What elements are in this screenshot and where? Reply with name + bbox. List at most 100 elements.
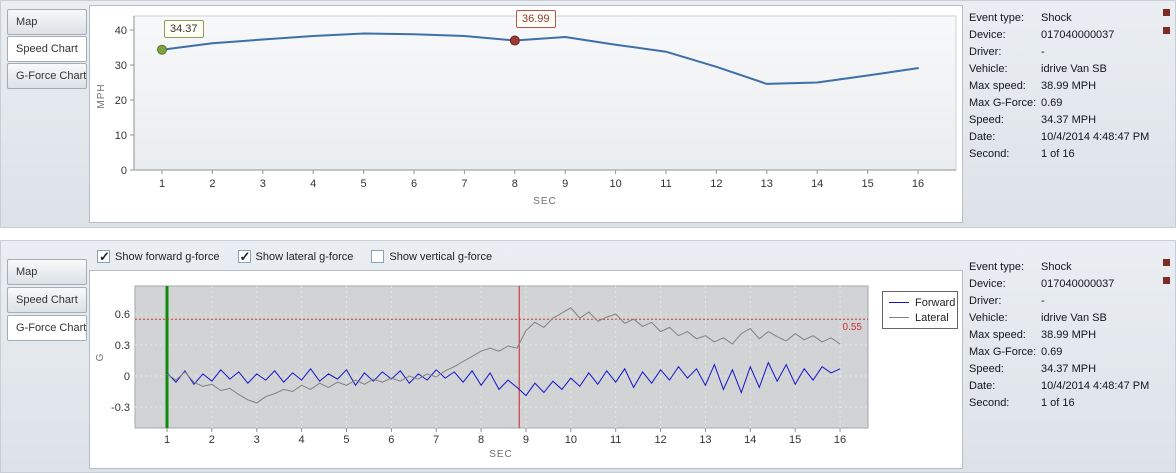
x-tick-label: 8 xyxy=(478,434,484,446)
checkbox-show-vertical-gforce[interactable]: Show vertical g-force xyxy=(371,250,492,263)
x-tick-label: 9 xyxy=(562,178,568,190)
tab-gforce-chart[interactable]: G-Force Chart xyxy=(7,63,87,89)
y-axis-title: G xyxy=(95,353,106,362)
x-tick-label: 14 xyxy=(744,434,756,446)
checkbox-show-lateral-gforce[interactable]: Show lateral g-force xyxy=(237,249,354,265)
y-tick-label: 0.3 xyxy=(115,340,130,352)
x-tick-label: 12 xyxy=(654,434,666,446)
info-label: Date: xyxy=(969,130,996,143)
y-tick-label: 0.6 xyxy=(115,309,130,321)
checkbox-box[interactable] xyxy=(237,249,251,265)
x-tick-label: 2 xyxy=(209,434,215,446)
info-value: 34.37 MPH xyxy=(1041,362,1097,375)
x-tick-label: 1 xyxy=(159,178,165,190)
info-row: Device: 017040000037 xyxy=(969,275,1161,292)
x-tick-label: 15 xyxy=(861,178,873,190)
x-tick-label: 13 xyxy=(699,434,711,446)
info-row: Second: 1 of 16 xyxy=(969,394,1161,411)
tab-gforce-chart[interactable]: G-Force Chart xyxy=(7,315,87,341)
info-value: Shock xyxy=(1041,11,1072,24)
x-tick-label: 12 xyxy=(710,178,722,190)
y-tick-label: 10 xyxy=(115,130,127,142)
info-row: Date: 10/4/2014 4:48:47 PM xyxy=(969,128,1161,145)
info-value: - xyxy=(1041,45,1045,58)
threshold-label: 0.55 xyxy=(843,322,863,333)
y-tick-label: 40 xyxy=(115,25,127,37)
speed-chart-box: 0 10 20 30 40 1 2 3 4 5 6 7 8 9 10 11 12 13 14 15 16 MPH SEC 3… xyxy=(89,5,963,223)
event-info-panel: Event type: Shock Device: 017040000037 Drive… xyxy=(969,258,1161,411)
x-tick-label: 11 xyxy=(660,178,671,190)
info-row: Max speed: 38.99 MPH xyxy=(969,77,1161,94)
red-square-marker xyxy=(1163,259,1170,266)
gforce-display-options: Show forward g-force Show lateral g-forc… xyxy=(97,249,492,265)
info-row: Device: 017040000037 xyxy=(969,26,1161,43)
checkbox-box[interactable] xyxy=(97,249,110,265)
speed-series-line xyxy=(161,32,919,85)
info-value: 017040000037 xyxy=(1041,277,1115,290)
info-row: Driver: - xyxy=(969,292,1161,309)
lateral-line-sample xyxy=(889,317,909,318)
info-row: Vehicle: idrive Van SB xyxy=(969,60,1161,77)
x-tick-label: 8 xyxy=(512,178,518,190)
info-row: Vehicle: idrive Van SB xyxy=(969,309,1161,326)
info-value: 38.99 MPH xyxy=(1041,79,1097,92)
chart-legend: Forward Lateral xyxy=(882,291,958,329)
gforce-chart-box: 1 2 3 4 5 6 7 8 9 10 11 12 13 14 15 16 -0.3 0 0.3 0.6 0.55 G S… xyxy=(89,270,963,469)
x-tick-label: 6 xyxy=(411,178,417,190)
info-row: Max G-Force: 0.69 xyxy=(969,343,1161,360)
red-square-marker xyxy=(1163,277,1170,284)
start-point-marker[interactable] xyxy=(157,44,167,55)
info-label: Driver: xyxy=(969,294,1002,307)
checkbox-show-forward-gforce[interactable]: Show forward g-force xyxy=(97,249,220,265)
forward-line-sample xyxy=(889,302,909,303)
tab-map[interactable]: Map xyxy=(7,259,87,285)
checkbox-label: Show lateral g-force xyxy=(255,250,354,263)
x-tick-label: 16 xyxy=(912,178,924,190)
x-tick-label: 11 xyxy=(610,434,621,446)
info-row: Max G-Force: 0.69 xyxy=(969,94,1161,111)
y-tick-label: 20 xyxy=(115,95,127,107)
x-tick-label: 3 xyxy=(254,434,260,446)
x-axis-title: SEC xyxy=(533,196,557,207)
info-value: 0.69 xyxy=(1041,345,1063,358)
info-label: Max G-Force: xyxy=(969,96,1037,109)
info-label: Max speed: xyxy=(969,328,1026,341)
x-tick-label: 15 xyxy=(789,434,801,446)
x-tick-label: 10 xyxy=(565,434,577,446)
checkbox-label: Show vertical g-force xyxy=(389,250,493,263)
gforce-chart-svg[interactable]: 1 2 3 4 5 6 7 8 9 10 11 12 13 14 15 16-0.300.30.60.55GS… xyxy=(90,271,962,468)
info-value: Shock xyxy=(1041,260,1072,273)
info-label: Event type: xyxy=(969,260,1025,273)
x-tick-label: 7 xyxy=(461,178,467,190)
info-label: Vehicle: xyxy=(969,62,1008,75)
forward-series-line xyxy=(166,361,841,397)
info-value: 017040000037 xyxy=(1041,28,1115,41)
info-value: 1 of 16 xyxy=(1041,396,1075,409)
trigger-speed-tooltip: 36.99 xyxy=(516,10,556,28)
checkbox-box[interactable] xyxy=(371,250,385,263)
info-label: Event type: xyxy=(969,11,1025,24)
x-tick-label: 5 xyxy=(361,178,367,190)
legend-label: Lateral xyxy=(915,311,949,324)
info-value: - xyxy=(1041,294,1045,307)
x-tick-label: 10 xyxy=(609,178,621,190)
tab-speed-chart[interactable]: Speed Chart xyxy=(7,287,87,313)
trigger-point-marker[interactable] xyxy=(509,35,520,46)
tab-speed-chart[interactable]: Speed Chart xyxy=(7,36,87,62)
info-value: 0.69 xyxy=(1041,96,1063,109)
info-row: Driver: - xyxy=(969,43,1161,60)
x-tick-label: 3 xyxy=(260,178,266,190)
gforce-chart-panel: Map Speed Chart G-Force Chart Show forwa… xyxy=(0,240,1176,473)
info-label: Device: xyxy=(969,277,1006,290)
x-tick-label: 7 xyxy=(433,434,439,446)
x-tick-label: 2 xyxy=(209,178,215,190)
y-tick-label: 0 xyxy=(121,165,127,177)
y-tick-label: -0.3 xyxy=(111,402,130,414)
x-tick-label: 13 xyxy=(761,178,773,190)
x-tick-label: 4 xyxy=(299,434,305,446)
tab-map[interactable]: Map xyxy=(7,9,87,35)
x-tick-label: 9 xyxy=(523,434,529,446)
info-label: Second: xyxy=(969,147,1010,160)
speed-plot-area xyxy=(133,15,957,171)
